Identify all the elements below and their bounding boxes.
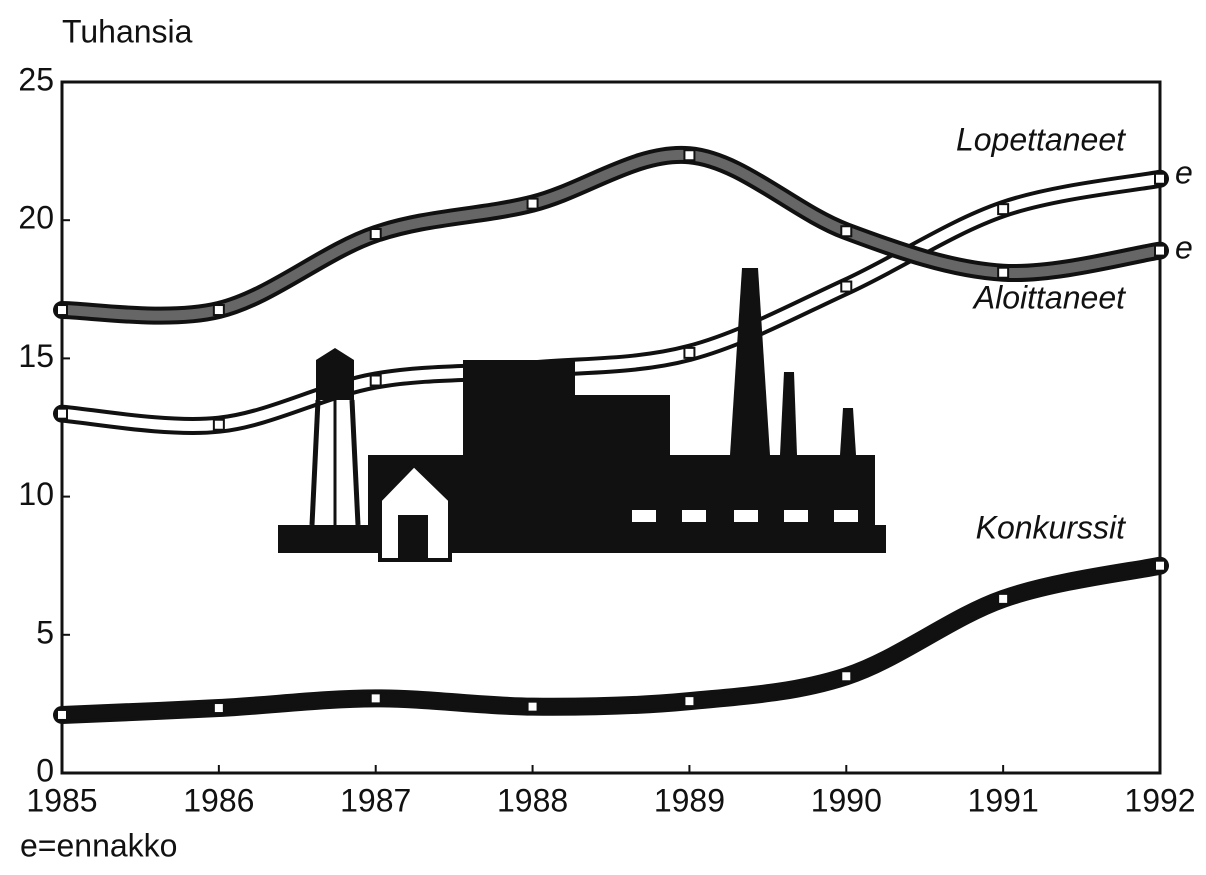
note: e=ennakko <box>20 827 177 863</box>
end-label: e <box>1175 229 1193 265</box>
y-tick-label: 15 <box>18 338 54 374</box>
x-tick-label: 1985 <box>26 782 97 818</box>
point <box>214 305 224 315</box>
x-tick-label: 1991 <box>968 782 1039 818</box>
point <box>371 376 381 386</box>
x-tick-label: 1990 <box>811 782 882 818</box>
point <box>371 693 381 703</box>
end-label: e <box>1175 154 1193 190</box>
y-tick-label: 25 <box>18 61 54 97</box>
point <box>528 199 538 209</box>
point <box>841 671 851 681</box>
point <box>371 229 381 239</box>
point <box>684 696 694 706</box>
point <box>1155 561 1165 571</box>
x-tick-label: 1989 <box>654 782 725 818</box>
point <box>841 282 851 292</box>
point <box>214 420 224 430</box>
point <box>528 702 538 712</box>
x-tick-label: 1992 <box>1124 782 1195 818</box>
x-tick-label: 1988 <box>497 782 568 818</box>
point <box>214 703 224 713</box>
point <box>57 710 67 720</box>
point <box>998 268 1008 278</box>
series-line <box>62 566 1160 715</box>
series-outline <box>62 566 1160 715</box>
series-label: Konkurssit <box>976 509 1127 545</box>
point <box>841 226 851 236</box>
point <box>57 305 67 315</box>
point <box>684 150 694 160</box>
y-tick-label: 5 <box>36 614 54 650</box>
point <box>998 204 1008 214</box>
point <box>1155 246 1165 256</box>
series-label: Lopettaneet <box>956 121 1126 157</box>
y-axis-label: Tuhansia <box>62 13 193 49</box>
x-tick-label: 1986 <box>183 782 254 818</box>
point <box>1155 174 1165 184</box>
point <box>57 409 67 419</box>
y-tick-label: 10 <box>18 476 54 512</box>
y-tick-label: 20 <box>18 200 54 236</box>
point <box>998 594 1008 604</box>
point <box>684 348 694 358</box>
series-label: Aloittaneet <box>972 279 1126 315</box>
chart: Tuhansia e=ennakko Lopettaneet e Aloittane… <box>0 0 1206 875</box>
x-tick-label: 1987 <box>340 782 411 818</box>
